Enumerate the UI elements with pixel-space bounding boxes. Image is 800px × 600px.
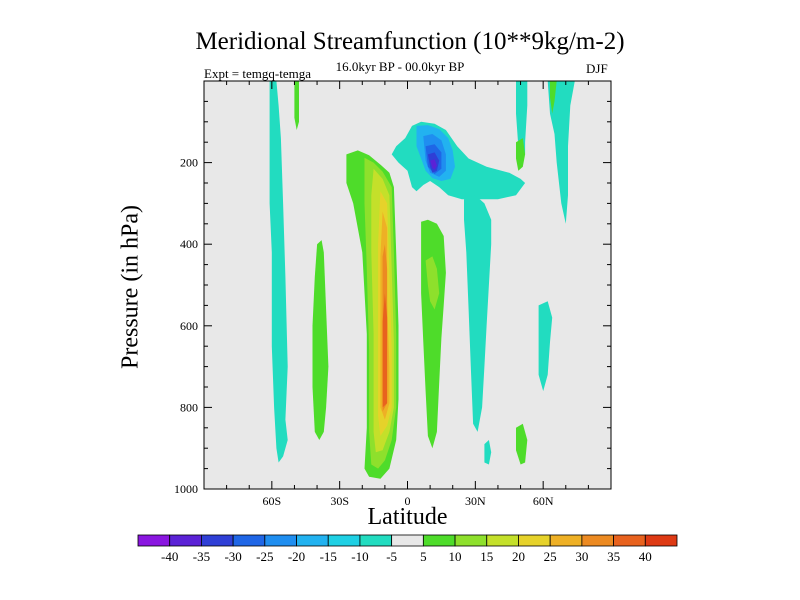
y-tick-label: 1000 <box>174 482 198 496</box>
colorbar-box <box>518 534 551 547</box>
colorbar-box <box>264 534 297 547</box>
colorbar-box <box>613 534 646 547</box>
x-tick-label: 0 <box>405 494 411 508</box>
chart-subtitle: 16.0kyr BP - 00.0kyr BP <box>335 59 465 74</box>
colorbar-box <box>644 534 678 547</box>
season-label: DJF <box>586 61 608 76</box>
y-tick-label: 400 <box>180 237 198 251</box>
contour-nh-far-pos <box>516 138 526 171</box>
colorbar-box <box>422 534 456 547</box>
colorbar-box <box>359 534 393 547</box>
colorbar-box <box>169 534 202 547</box>
x-tick-label: 60S <box>262 494 281 508</box>
colorbar-box <box>296 534 329 547</box>
contour-nh-top-lvl35 <box>430 159 437 170</box>
colorbar-label: 30 <box>575 549 588 564</box>
colorbar-label: 15 <box>480 549 493 564</box>
colorbar-label: -30 <box>224 549 241 564</box>
colorbar-label: -5 <box>386 549 397 564</box>
contour-nh-lowlevel-pos <box>516 423 528 465</box>
colorbar: -40 -35 -30 -25 -20 -15 -10 -5 5 10 15 20 25 30 35 40 <box>137 534 678 564</box>
colorbar-box <box>486 534 519 547</box>
contour-hadley-lvl35 <box>382 293 388 408</box>
y-tick-label: 800 <box>180 400 198 414</box>
colorbar-label: -20 <box>288 549 305 564</box>
contour-nh-polar-pos <box>550 81 557 114</box>
colorbar-box <box>454 534 488 547</box>
contour-nh-hadley-lvl10 <box>425 256 440 310</box>
contour-sh-polar-spot <box>294 81 299 130</box>
colorbar-box <box>137 534 171 547</box>
colorbar-label: 35 <box>607 549 620 564</box>
colorbar-label: 5 <box>420 549 427 564</box>
experiment-label: Expt = temgq-temga <box>204 66 311 81</box>
colorbar-label: -25 <box>256 549 273 564</box>
contour-nh-polar-stripe <box>547 81 575 224</box>
colorbar-box <box>232 534 266 547</box>
colorbar-box <box>391 534 424 547</box>
colorbar-label: 20 <box>512 549 525 564</box>
axis-ticks: 60S 30S 0 30N 60N 200 400 600 800 1000 <box>174 81 611 508</box>
x-tick-label: 30N <box>465 494 486 508</box>
colorbar-label: 25 <box>544 549 557 564</box>
x-axis-label: Latitude <box>367 504 448 530</box>
colorbar-label: -15 <box>320 549 337 564</box>
x-tick-label: 60N <box>533 494 554 508</box>
colorbar-label: 40 <box>639 549 652 564</box>
colorbar-label: -10 <box>351 549 368 564</box>
chart-title: Meridional Streamfunction (10**9kg/m-2) <box>195 28 625 55</box>
y-tick-label: 600 <box>180 319 198 333</box>
contour-nh-highlat-neg <box>538 301 553 392</box>
contour-regions <box>269 81 575 479</box>
y-tick-label: 200 <box>180 156 198 170</box>
colorbar-box <box>549 534 583 547</box>
colorbar-box <box>327 534 361 547</box>
contour-sh-ferrel-cell <box>312 240 329 440</box>
contour-nh-lowlevel-neg <box>484 440 492 465</box>
x-tick-label: 30S <box>330 494 349 508</box>
colorbar-label: 10 <box>449 549 462 564</box>
colorbar-box <box>581 534 614 547</box>
colorbar-label: -40 <box>161 549 178 564</box>
contour-nh-mid-neg <box>464 195 492 432</box>
colorbar-box <box>201 534 234 547</box>
colorbar-label: -35 <box>193 549 210 564</box>
contour-sh-polar-cell <box>269 81 288 463</box>
